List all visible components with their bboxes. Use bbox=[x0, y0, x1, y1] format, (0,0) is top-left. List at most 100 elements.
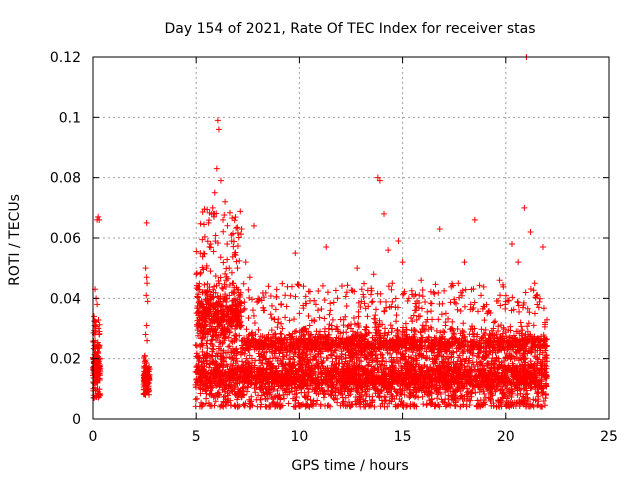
data-point bbox=[488, 371, 495, 378]
data-point bbox=[90, 355, 97, 362]
data-point bbox=[387, 384, 394, 391]
data-point bbox=[472, 366, 479, 373]
data-point bbox=[214, 394, 221, 401]
data-point bbox=[357, 304, 364, 311]
data-point bbox=[226, 329, 233, 336]
data-point bbox=[208, 390, 215, 397]
data-point bbox=[219, 298, 226, 305]
data-point bbox=[325, 325, 332, 332]
data-point bbox=[225, 314, 232, 321]
data-point bbox=[364, 370, 371, 377]
data-point bbox=[301, 393, 308, 400]
data-point bbox=[417, 374, 424, 381]
data-point bbox=[430, 365, 437, 372]
data-point bbox=[475, 381, 482, 388]
data-point bbox=[411, 370, 418, 377]
data-point bbox=[199, 335, 206, 342]
data-point bbox=[238, 322, 245, 329]
data-point bbox=[214, 303, 221, 310]
data-point bbox=[205, 399, 212, 406]
data-point bbox=[483, 381, 490, 388]
data-point bbox=[384, 389, 391, 396]
data-point bbox=[226, 318, 233, 325]
data-point bbox=[216, 382, 223, 389]
data-point bbox=[210, 328, 217, 335]
data-point bbox=[303, 356, 310, 363]
data-point bbox=[328, 387, 335, 394]
data-point bbox=[415, 363, 422, 370]
data-point bbox=[451, 395, 458, 402]
data-point bbox=[481, 372, 488, 379]
data-point bbox=[223, 402, 230, 409]
data-point bbox=[406, 394, 413, 401]
data-point bbox=[249, 372, 256, 379]
data-point bbox=[267, 389, 274, 396]
data-point bbox=[226, 343, 233, 350]
data-point bbox=[511, 381, 518, 388]
data-point bbox=[231, 306, 238, 313]
data-point bbox=[206, 376, 213, 383]
data-point bbox=[423, 385, 430, 392]
data-point bbox=[345, 392, 352, 399]
data-point bbox=[241, 335, 248, 342]
data-point bbox=[527, 285, 534, 292]
data-point bbox=[270, 386, 277, 393]
data-point bbox=[508, 394, 515, 401]
data-point bbox=[498, 359, 505, 366]
data-point bbox=[219, 285, 226, 292]
data-point bbox=[95, 316, 102, 323]
data-point bbox=[482, 326, 489, 333]
data-point bbox=[314, 307, 321, 314]
data-point bbox=[224, 399, 231, 406]
data-point bbox=[537, 295, 544, 302]
data-point bbox=[502, 401, 509, 408]
data-point bbox=[412, 328, 419, 335]
data-point bbox=[326, 371, 333, 378]
data-point bbox=[375, 369, 382, 376]
data-point bbox=[301, 361, 308, 368]
data-point bbox=[204, 337, 211, 344]
data-point bbox=[229, 215, 236, 222]
data-point bbox=[393, 354, 400, 361]
data-point bbox=[491, 360, 498, 367]
data-point bbox=[282, 314, 289, 321]
data-point bbox=[344, 323, 351, 330]
data-point bbox=[203, 296, 210, 303]
data-point bbox=[269, 364, 276, 371]
data-point bbox=[393, 312, 400, 319]
data-point bbox=[236, 390, 243, 397]
data-point bbox=[479, 305, 486, 312]
data-point bbox=[199, 314, 206, 321]
data-point bbox=[449, 376, 456, 383]
data-point bbox=[203, 369, 210, 376]
data-point bbox=[246, 360, 253, 367]
data-point bbox=[519, 327, 526, 334]
data-point bbox=[339, 400, 346, 407]
data-point bbox=[256, 372, 263, 379]
data-point bbox=[305, 313, 312, 320]
data-point bbox=[355, 382, 362, 389]
data-point bbox=[244, 383, 251, 390]
data-point bbox=[283, 377, 290, 384]
data-point bbox=[522, 373, 529, 380]
data-point bbox=[364, 362, 371, 369]
data-point bbox=[519, 400, 526, 407]
data-point bbox=[239, 369, 246, 376]
data-point bbox=[332, 385, 339, 392]
data-point bbox=[245, 333, 252, 340]
data-point bbox=[223, 303, 230, 310]
data-points bbox=[90, 54, 550, 410]
data-point bbox=[477, 377, 484, 384]
data-point bbox=[438, 311, 445, 318]
data-point bbox=[218, 402, 225, 409]
data-point bbox=[408, 314, 415, 321]
data-point bbox=[342, 313, 349, 320]
data-point bbox=[389, 381, 396, 388]
data-point bbox=[260, 304, 267, 311]
data-point bbox=[217, 254, 224, 261]
data-point bbox=[229, 354, 236, 361]
data-point bbox=[235, 286, 242, 293]
data-point bbox=[520, 394, 527, 401]
data-point bbox=[339, 391, 346, 398]
data-point bbox=[520, 299, 527, 306]
